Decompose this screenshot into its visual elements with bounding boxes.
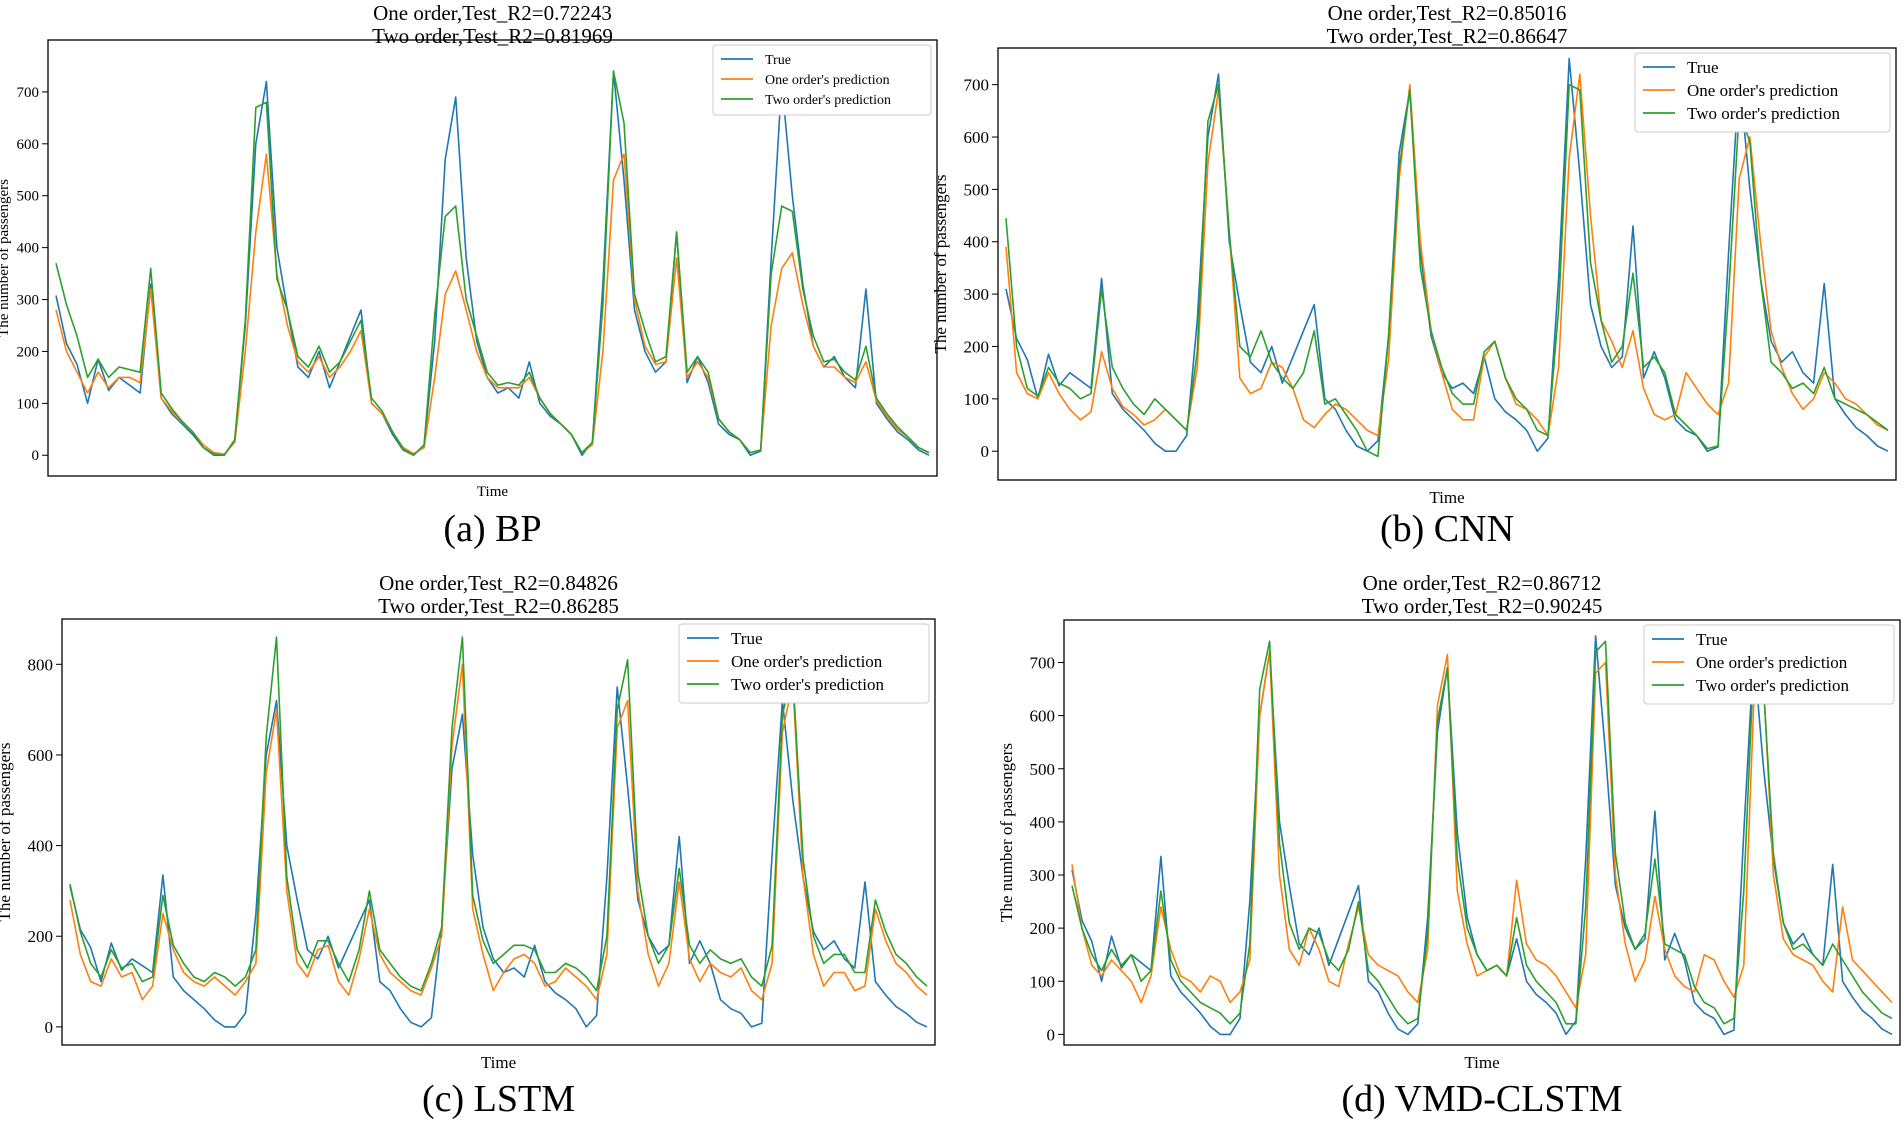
y-tick-label: 300 xyxy=(17,293,40,309)
panel-caption: (a) BP xyxy=(443,508,541,550)
y-tick-label: 100 xyxy=(964,390,990,409)
series-line-one xyxy=(69,663,928,1001)
legend-label: True xyxy=(1687,58,1719,77)
y-axis-label: The number of passengers xyxy=(997,743,1016,922)
series-line-one xyxy=(1005,73,1889,437)
series-line-two xyxy=(69,636,928,992)
plot-frame xyxy=(997,47,1897,481)
y-tick-label: 800 xyxy=(28,655,54,674)
y-tick-label: 0 xyxy=(45,1018,54,1037)
legend-box xyxy=(678,623,930,704)
legend-label: One order's prediction xyxy=(765,73,890,88)
legend-label: One order's prediction xyxy=(1687,81,1839,100)
y-tick-label: 500 xyxy=(964,180,990,199)
y-tick-label: 200 xyxy=(1030,919,1056,938)
y-tick-label: 600 xyxy=(17,137,40,153)
legend-label: True xyxy=(1696,630,1728,649)
legend-box xyxy=(1634,52,1891,133)
plot-frame xyxy=(61,618,936,1046)
y-tick-label: 500 xyxy=(17,189,40,205)
x-axis-label: Time xyxy=(477,484,508,500)
legend-label: Two order's prediction xyxy=(1687,104,1840,123)
chart-title-line: One order,Test_R2=0.85016 xyxy=(1328,1,1567,25)
plot-frame xyxy=(1063,619,1901,1046)
panel-caption: (d) VMD-CLSTM xyxy=(1341,1078,1622,1120)
x-axis-label: Time xyxy=(1464,1053,1499,1072)
y-tick-label: 100 xyxy=(1030,972,1056,991)
y-tick-label: 400 xyxy=(17,241,40,257)
chart-title-line: One order,Test_R2=0.84826 xyxy=(379,571,618,595)
legend-label: One order's prediction xyxy=(731,652,883,671)
y-tick-label: 0 xyxy=(32,448,40,464)
y-tick-label: 400 xyxy=(1030,813,1056,832)
y-axis-label: The number of passengers xyxy=(0,743,14,922)
y-tick-label: 300 xyxy=(1030,866,1056,885)
chart-title-line: One order,Test_R2=0.86712 xyxy=(1363,571,1602,595)
series-line-true xyxy=(69,686,928,1028)
y-tick-label: 600 xyxy=(28,746,54,765)
y-tick-label: 700 xyxy=(1030,654,1056,673)
y-tick-label: 200 xyxy=(28,927,54,946)
y-tick-label: 0 xyxy=(1047,1025,1056,1044)
y-tick-label: 700 xyxy=(17,85,40,101)
y-tick-label: 300 xyxy=(964,285,990,304)
panel-caption: (b) CNN xyxy=(1380,508,1514,550)
y-tick-label: 200 xyxy=(964,337,990,356)
legend-label: Two order's prediction xyxy=(731,675,884,694)
series-line-two xyxy=(1005,83,1889,458)
y-tick-label: 400 xyxy=(28,837,54,856)
series-line-two xyxy=(55,70,930,456)
legend-label: Two order's prediction xyxy=(1696,676,1849,695)
chart-title-line: Two order,Test_R2=0.86647 xyxy=(1327,24,1568,48)
panel-caption: (c) LSTM xyxy=(422,1078,575,1120)
series-line-one xyxy=(1071,651,1893,1009)
legend-label: Two order's prediction xyxy=(765,93,891,108)
series-line-true xyxy=(55,70,930,456)
legend-label: True xyxy=(765,53,791,68)
y-axis-label: The number of passengers xyxy=(931,175,950,354)
chart-title-line: One order,Test_R2=0.72243 xyxy=(373,1,612,25)
legend-box xyxy=(712,44,932,116)
y-axis-label: The number of passengers xyxy=(0,179,12,337)
series-line-one xyxy=(55,153,930,455)
legend-label: One order's prediction xyxy=(1696,653,1848,672)
y-tick-label: 200 xyxy=(17,344,40,360)
y-tick-label: 400 xyxy=(964,233,990,252)
y-tick-label: 500 xyxy=(1030,760,1056,779)
legend-box xyxy=(1643,624,1895,705)
y-tick-label: 0 xyxy=(981,442,990,461)
plot-frame xyxy=(47,39,938,477)
y-tick-label: 600 xyxy=(964,128,990,147)
y-tick-label: 100 xyxy=(17,396,40,412)
legend-label: True xyxy=(731,629,763,648)
y-tick-label: 700 xyxy=(964,76,990,95)
chart-title-line: Two order,Test_R2=0.86285 xyxy=(378,594,619,618)
y-tick-label: 600 xyxy=(1030,707,1056,726)
chart-title-line: Two order,Test_R2=0.81969 xyxy=(372,24,613,48)
x-axis-label: Time xyxy=(1429,488,1464,507)
chart-title-line: Two order,Test_R2=0.90245 xyxy=(1362,594,1603,618)
x-axis-label: Time xyxy=(481,1053,516,1072)
